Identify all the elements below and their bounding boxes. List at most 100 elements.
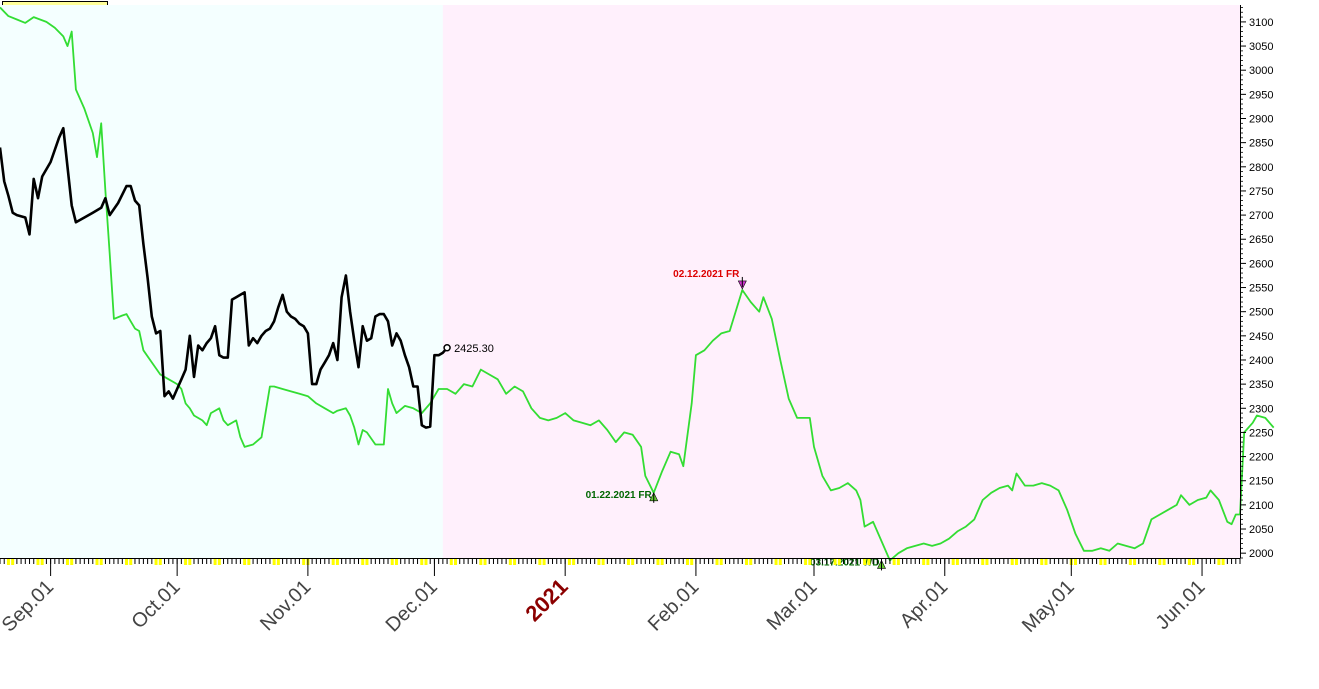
weekend-marker <box>926 559 930 565</box>
actual-series <box>0 126 449 429</box>
weekend-marker <box>1099 559 1103 565</box>
weekend-marker <box>217 559 221 565</box>
weekend-marker <box>188 559 192 565</box>
weekend-marker <box>513 559 517 565</box>
weekend-marker <box>778 559 782 565</box>
weekend-marker <box>508 559 512 565</box>
y-tick-label: 2800 <box>1249 162 1273 174</box>
weekend-marker <box>454 559 458 565</box>
x-tick-label: Nov.01 <box>256 576 315 635</box>
x-tick-label: Dec.01 <box>382 576 442 636</box>
weekend-marker <box>6 559 10 565</box>
weekend-marker <box>420 559 424 565</box>
weekend-marker <box>1158 559 1162 565</box>
y-tick-label: 2850 <box>1249 138 1273 150</box>
weekend-marker <box>394 559 398 565</box>
weekend-marker <box>690 559 694 565</box>
weekend-marker <box>361 559 365 565</box>
x-tick-label: May.01 <box>1018 576 1079 637</box>
high-annotation-label: 02.12.2021 FR <box>673 269 740 280</box>
y-tick-label: 2550 <box>1249 283 1273 295</box>
weekend-marker <box>951 559 955 565</box>
weekend-marker <box>184 559 188 565</box>
y-tick-label: 3100 <box>1249 17 1273 29</box>
last-value-label: 2425.30 <box>454 343 494 355</box>
weekend-marker <box>981 559 985 565</box>
y-tick-label: 3000 <box>1249 65 1273 77</box>
y-tick-label: 2150 <box>1249 476 1273 488</box>
weekend-marker <box>1133 559 1137 565</box>
y-tick-label: 2350 <box>1249 379 1273 391</box>
weekend-marker <box>808 559 812 565</box>
x-tick-label: Mar.01 <box>763 576 822 635</box>
weekend-marker <box>1221 559 1225 565</box>
weekend-marker <box>36 559 40 565</box>
y-tick-label: 2400 <box>1249 355 1273 367</box>
y-tick-label: 2200 <box>1249 452 1273 464</box>
weekend-marker <box>626 559 630 565</box>
weekend-marker <box>601 559 605 565</box>
weekend-marker <box>331 559 335 565</box>
actual-line <box>0 126 449 429</box>
weekend-marker <box>365 559 369 565</box>
y-tick-label: 2650 <box>1249 234 1273 246</box>
last-value-marker: 2425.30 <box>443 343 494 355</box>
low-annotation-label: 03.17.2021 WD <box>810 557 880 568</box>
weekend-marker <box>837 559 841 565</box>
weekend-marker <box>749 559 753 565</box>
weekend-marker <box>40 559 44 565</box>
y-tick-label: 2000 <box>1249 548 1273 560</box>
weekend-marker <box>1192 559 1196 565</box>
weekend-marker <box>538 559 542 565</box>
weekend-marker <box>922 559 926 565</box>
forecast-background <box>442 5 1240 558</box>
y-tick-label: 2300 <box>1249 403 1273 415</box>
x-tick-label: Apr.01 <box>896 576 952 632</box>
weekend-marker <box>863 559 867 565</box>
x-tick-label: Sep.01 <box>0 576 58 636</box>
x-tick-label: Feb.01 <box>644 576 704 636</box>
weekend-marker <box>125 559 129 565</box>
y-tick-label: 2600 <box>1249 258 1273 270</box>
y-tick-label: 3050 <box>1249 41 1273 53</box>
forecast-line <box>0 6 1275 562</box>
weekend-marker <box>715 559 719 565</box>
weekend-marker <box>896 559 900 565</box>
weekend-marker <box>660 559 664 565</box>
weekend-marker <box>833 559 837 565</box>
weekend-marker <box>99 559 103 565</box>
weekend-marker <box>631 559 635 565</box>
weekend-marker <box>542 559 546 565</box>
weekend-marker <box>95 559 99 565</box>
weekend-marker <box>1010 559 1014 565</box>
weekend-marker <box>424 559 428 565</box>
y-tick-label: 2950 <box>1249 89 1273 101</box>
weekend-marker <box>302 559 306 565</box>
last-value-dot <box>443 344 451 352</box>
y-tick-label: 2100 <box>1249 500 1273 512</box>
weekend-marker <box>685 559 689 565</box>
weekend-marker <box>804 559 808 565</box>
weekend-marker <box>1074 559 1078 565</box>
weekend-marker <box>65 559 69 565</box>
weekend-marker <box>335 559 339 565</box>
weekend-marker <box>892 559 896 565</box>
weekend-marker <box>213 559 217 565</box>
weekend-marker <box>597 559 601 565</box>
weekend-marker <box>479 559 483 565</box>
weekend-marker <box>1044 559 1048 565</box>
y-axis: 2000 2050 2100 2150 2200 2250 2300 2350 2400 2450… <box>1240 5 1273 560</box>
weekend-marker <box>449 559 453 565</box>
weekend-marker <box>572 559 576 565</box>
weekend-marker <box>247 559 251 565</box>
weekend-marker <box>867 559 871 565</box>
x-axis: Sep.01 Oct.01 Nov.01 Dec.01 2021 Feb.01 Mar.01… <box>0 558 1241 637</box>
weekend-marker <box>1162 559 1166 565</box>
weekend-marker <box>276 559 280 565</box>
weekend-marker <box>158 559 162 565</box>
y-tick-label: 2900 <box>1249 113 1273 125</box>
weekend-marker <box>1217 559 1221 565</box>
y-tick-label: 2250 <box>1249 427 1273 439</box>
weekend-marker <box>70 559 74 565</box>
